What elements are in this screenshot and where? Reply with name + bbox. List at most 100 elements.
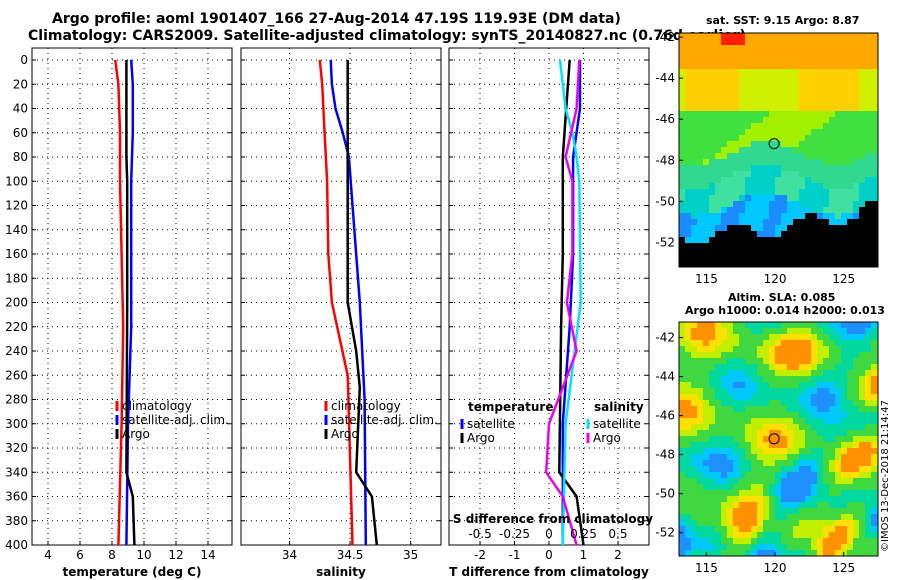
map-cell — [763, 370, 769, 376]
map-cell — [811, 51, 817, 57]
map-cell — [781, 478, 787, 484]
map-cell — [871, 165, 877, 171]
map-cell — [805, 538, 811, 544]
map-cell — [751, 538, 757, 544]
map-cell — [865, 346, 871, 352]
map-cell — [817, 117, 823, 123]
map-cell — [769, 370, 775, 376]
map-cell — [751, 105, 757, 111]
map-cell — [835, 45, 841, 51]
map-cell — [829, 520, 835, 526]
map-cell — [793, 400, 799, 406]
map-cell — [805, 225, 811, 231]
map-cell — [805, 502, 811, 508]
map-cell — [811, 370, 817, 376]
map-cell — [847, 255, 853, 261]
map-cell — [685, 406, 691, 412]
map-cell — [715, 201, 721, 207]
map-cell — [853, 418, 859, 424]
map-cell — [685, 171, 691, 177]
map-cell — [745, 45, 751, 51]
map-cell — [721, 249, 727, 255]
map-cell — [775, 358, 781, 364]
map-cell — [787, 57, 793, 63]
map-cell — [715, 261, 721, 267]
map-cell — [805, 255, 811, 261]
map-cell — [727, 117, 733, 123]
map-cell — [853, 39, 859, 45]
map-cell — [745, 111, 751, 117]
map-cell — [775, 406, 781, 412]
map-cell — [691, 261, 697, 267]
map-cell — [697, 364, 703, 370]
map-cell — [829, 328, 835, 334]
map-cell — [829, 93, 835, 99]
map-cell — [841, 207, 847, 213]
map-cell — [679, 400, 685, 406]
map-cell — [721, 81, 727, 87]
map-cell — [685, 165, 691, 171]
map-cell — [859, 466, 865, 472]
map-cell — [865, 376, 871, 382]
map-cell — [739, 33, 745, 39]
map-cell — [781, 346, 787, 352]
series-temperature-argo — [125, 60, 136, 546]
map-cell — [739, 508, 745, 514]
map-cell — [679, 418, 685, 424]
map-cell — [751, 69, 757, 75]
map-cell — [823, 147, 829, 153]
map-cell — [751, 418, 757, 424]
map-cell — [841, 111, 847, 117]
map-cell — [817, 412, 823, 418]
map-cell — [787, 490, 793, 496]
map-cell — [835, 177, 841, 183]
map-cell — [679, 153, 685, 159]
map-cell — [685, 394, 691, 400]
map-cell — [817, 57, 823, 63]
map-cell — [847, 400, 853, 406]
map-cell — [715, 550, 721, 556]
map-cell — [805, 81, 811, 87]
map-cell — [763, 147, 769, 153]
map-cell — [799, 75, 805, 81]
map-cell — [769, 478, 775, 484]
map-cell — [769, 171, 775, 177]
map-cell — [817, 171, 823, 177]
map-cell — [745, 334, 751, 340]
map-cell — [793, 334, 799, 340]
map-cell — [691, 538, 697, 544]
map-cell — [727, 502, 733, 508]
map-cell — [751, 550, 757, 556]
map-cell — [691, 129, 697, 135]
map-cell — [745, 472, 751, 478]
map-cell — [865, 99, 871, 105]
map-cell — [769, 406, 775, 412]
map-cell — [757, 183, 763, 189]
map-cell — [769, 520, 775, 526]
map-cell — [721, 454, 727, 460]
map-cell — [721, 520, 727, 526]
map-cell — [775, 105, 781, 111]
map-cell — [733, 412, 739, 418]
map-cell — [871, 322, 877, 328]
map-cell — [853, 159, 859, 165]
map-cell — [745, 189, 751, 195]
map-cell — [853, 334, 859, 340]
map-cell — [823, 153, 829, 159]
map-cell — [685, 195, 691, 201]
map-cell — [835, 532, 841, 538]
map-cell — [841, 454, 847, 460]
map-cell — [733, 57, 739, 63]
map-cell — [739, 352, 745, 358]
map-cell — [763, 183, 769, 189]
map-cell — [835, 255, 841, 261]
map-cell — [715, 69, 721, 75]
map-cell — [817, 418, 823, 424]
map-cell — [775, 418, 781, 424]
map-cell — [727, 45, 733, 51]
map-cell — [733, 550, 739, 556]
map-cell — [823, 388, 829, 394]
map-cell — [679, 472, 685, 478]
map-cell — [865, 93, 871, 99]
map-cell — [781, 231, 787, 237]
